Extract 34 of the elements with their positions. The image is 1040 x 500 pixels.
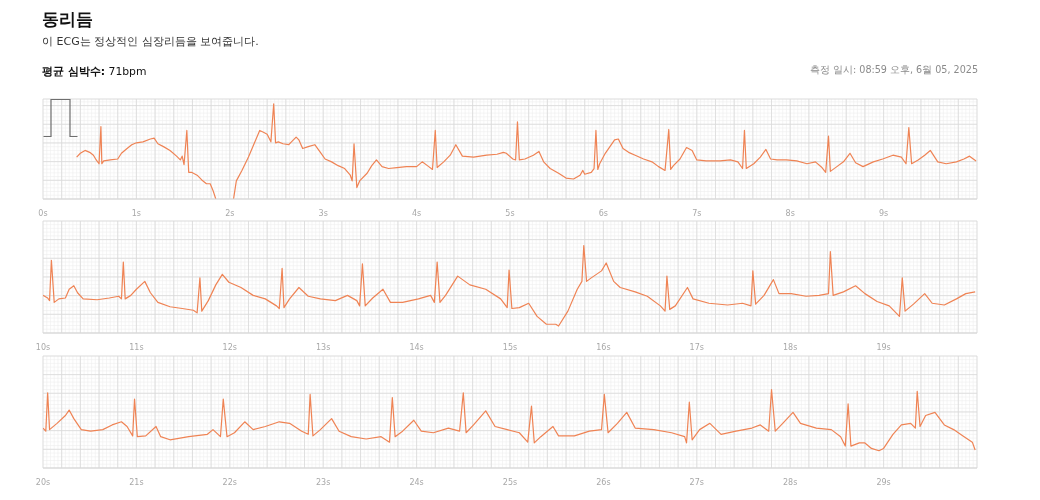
text: 평균 심박수: 71bpm	[42, 65, 147, 78]
x-tick-label: 14s	[409, 342, 424, 352]
x-tick-label: 28s	[783, 477, 798, 487]
x-tick-label: 29s	[876, 477, 891, 487]
x-tick-label: 24s	[409, 477, 424, 487]
x-tick-label: 11s	[129, 342, 144, 352]
x-tick-label: 4s	[411, 208, 422, 218]
x-tick-label: 23s	[316, 477, 331, 487]
x-tick-label: 16s	[596, 342, 611, 352]
x-tick-label: 21s	[129, 477, 144, 487]
x-tick-label: 9s	[878, 208, 889, 218]
x-tick-label: 26s	[596, 477, 611, 487]
x-tick-label: 3s	[318, 208, 328, 218]
x-tick-label: 18s	[783, 342, 798, 352]
x-tick-label: 7s	[692, 208, 702, 218]
x-tick-label: 10s	[35, 342, 51, 352]
x-tick-label: 13s	[316, 342, 331, 352]
text: 측정 일시: 08:59 오후, 6월 05, 2025	[809, 64, 978, 75]
x-tick-label: 27s	[689, 477, 704, 487]
x-tick-label: 19s	[876, 342, 891, 352]
x-tick-label: 20s	[35, 477, 51, 487]
x-tick-label: 12s	[222, 342, 237, 352]
x-tick-label: 1s	[131, 208, 142, 218]
x-tick-label: 8s	[785, 208, 795, 218]
x-tick-label: 2s	[225, 208, 235, 218]
x-tick-label: 25s	[502, 477, 518, 487]
x-tick-label: 5s	[505, 208, 515, 218]
x-tick-label: 15s	[502, 342, 518, 352]
x-tick-label: 0s	[38, 208, 48, 218]
chart-subtitle: 이 ECG는 정상적인 심장리듬을 보여줍니다.	[42, 35, 259, 48]
chart-title: 동리듬	[42, 9, 93, 29]
x-tick-label: 22s	[222, 477, 237, 487]
x-tick-label: 6s	[598, 208, 609, 218]
x-tick-label: 17s	[689, 342, 704, 352]
